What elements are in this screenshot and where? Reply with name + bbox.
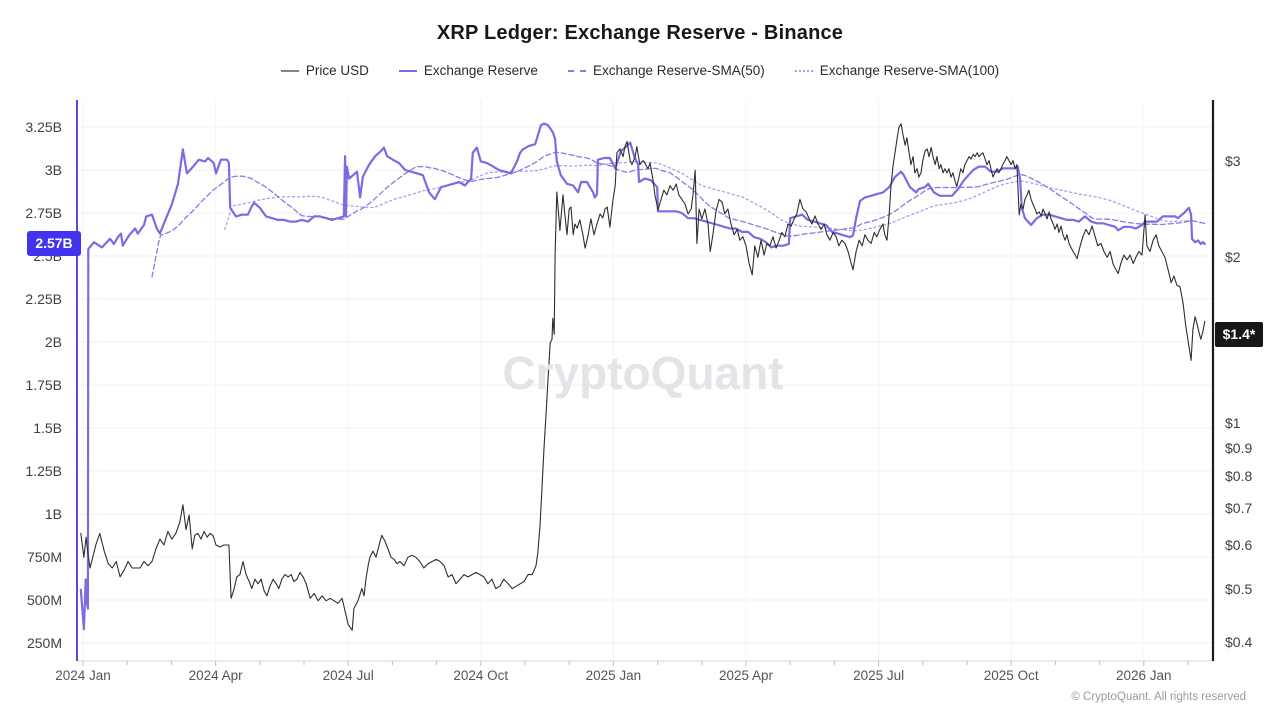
legend: Price USD Exchange Reserve Exchange Reserv… <box>0 63 1280 78</box>
series-exchange-reserve-sma-100- <box>224 160 1206 232</box>
legend-swatch-icon <box>794 69 813 72</box>
legend-item-label: Price USD <box>305 63 369 78</box>
legend-item-label: Exchange Reserve-SMA(50) <box>592 63 765 78</box>
x-tick-label: 2024 Jan <box>55 668 111 683</box>
copyright-text: © CryptoQuant. All rights reserved <box>1071 691 1246 703</box>
y-right-tick-label: $2 <box>1225 249 1241 266</box>
last-value-badge-price: $1.4* <box>1215 321 1263 347</box>
x-tick-label: 2025 Jul <box>853 668 905 683</box>
x-tick-label: 2026 Jan <box>1116 668 1172 683</box>
y-right-tick-label: $0.8 <box>1225 468 1253 485</box>
y-left-tick-label: 1.5B <box>33 420 62 436</box>
y-right-tick-label: $0.6 <box>1225 537 1253 554</box>
y-left-tick-label: 3B <box>44 162 62 178</box>
legend-item-price-usd[interactable]: Price USD <box>280 63 369 78</box>
y-left-tick-label: 2B <box>44 334 62 350</box>
y-right-tick-label: $3 <box>1225 152 1241 169</box>
legend-item-exchange-reserve-sma-50-[interactable]: Exchange Reserve-SMA(50) <box>567 63 765 78</box>
x-tick-label: 2024 Oct <box>453 668 509 683</box>
x-tick-label: 2025 Oct <box>983 668 1039 683</box>
y-right-tick-label: $0.5 <box>1225 580 1253 597</box>
y-left-tick-label: 750M <box>26 549 62 565</box>
y-left-tick-label: 1.75B <box>25 377 62 393</box>
y-left-tick-label: 1.25B <box>25 463 62 479</box>
series-exchange-reserve <box>79 122 1206 631</box>
y-left-tick-label: 500M <box>26 592 62 608</box>
legend-item-label: Exchange Reserve <box>423 63 538 78</box>
legend-swatch-icon <box>280 69 299 72</box>
legend-item-label: Exchange Reserve-SMA(100) <box>819 63 1000 78</box>
y-right-tick-label: $1 <box>1225 415 1241 431</box>
y-left-tick-label: 250M <box>26 635 62 651</box>
x-tick-label: 2025 Jan <box>585 668 642 683</box>
y-left-tick-label: 3.25B <box>25 119 62 135</box>
legend-swatch-icon <box>567 69 586 72</box>
y-left-tick-label: 1B <box>44 506 62 522</box>
x-tick-label: 2024 Jul <box>322 668 374 683</box>
legend-item-exchange-reserve[interactable]: Exchange Reserve <box>398 63 538 78</box>
y-left-tick-label: 2.25B <box>25 291 62 307</box>
last-value-badge-reserve: 2.57B <box>27 231 81 257</box>
y-left-tick-label: 2.75B <box>25 205 62 221</box>
y-right-tick-label: $0.9 <box>1225 440 1253 457</box>
legend-item-exchange-reserve-sma-100-[interactable]: Exchange Reserve-SMA(100) <box>794 63 1000 78</box>
legend-swatch-icon <box>398 69 417 72</box>
y-right-tick-label: $0.7 <box>1225 500 1253 517</box>
x-tick-label: 2024 Apr <box>188 668 243 683</box>
x-tick-label: 2025 Apr <box>718 668 774 683</box>
series-price-usd <box>80 123 1206 631</box>
y-right-tick-label: $0.4 <box>1225 633 1253 650</box>
chart-title: XRP Ledger: Exchange Reserve - Binance <box>436 22 844 44</box>
